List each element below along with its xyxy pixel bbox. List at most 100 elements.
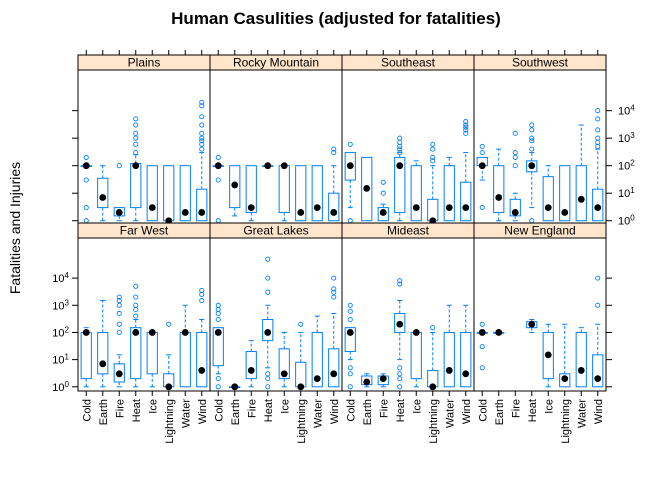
x-tick-label: Ice — [279, 399, 291, 414]
box-cold — [80, 327, 92, 388]
box-ice — [278, 331, 290, 388]
box-body — [229, 165, 241, 209]
outlier-point — [116, 310, 122, 317]
outlier-point — [265, 289, 271, 295]
median-dot — [528, 162, 536, 170]
outlier-point — [430, 325, 436, 331]
outlier-point — [529, 218, 535, 224]
outlier-point — [133, 141, 139, 147]
box-body — [262, 318, 274, 342]
box-body — [278, 165, 290, 213]
box-earth — [361, 373, 373, 388]
x-tick-label: Cold — [213, 399, 225, 422]
outlier-point — [199, 146, 205, 152]
x-tick-label: Wind — [329, 399, 341, 424]
outlier-point — [347, 218, 353, 224]
box-wind — [592, 108, 604, 222]
outlier-point — [166, 321, 172, 327]
outlier-point — [529, 127, 535, 133]
outlier-point — [397, 371, 403, 377]
outlier-point — [215, 316, 221, 323]
box-fire — [377, 373, 389, 388]
panel-southeast: Southeast — [341, 54, 475, 226]
box-heat — [394, 135, 406, 222]
outlier-point — [512, 163, 518, 169]
strip-label: New England — [504, 224, 575, 238]
outlier-point — [133, 283, 139, 289]
box-ice — [278, 162, 290, 222]
box-lightning — [427, 141, 439, 225]
outlier-point — [430, 141, 436, 147]
outlier-point — [199, 130, 205, 136]
outlier-point — [595, 302, 601, 308]
box-cold — [476, 143, 488, 211]
outlier-point — [397, 146, 403, 152]
x-tick-label: Ice — [147, 399, 159, 414]
x-tick-label: Heat — [395, 399, 407, 422]
box-body — [196, 188, 208, 222]
outlier-point — [331, 294, 337, 300]
box-body — [460, 331, 472, 388]
strip-label: Far West — [120, 224, 169, 238]
median-dot — [462, 204, 470, 212]
outlier-point — [595, 135, 601, 141]
outlier-point — [133, 306, 139, 313]
box-body — [328, 348, 340, 388]
outlier-point — [215, 154, 221, 160]
median-dot — [594, 375, 602, 383]
x-tick-label: Fire — [246, 399, 258, 418]
panel-rocky-mountain: Rocky Mountain — [209, 54, 343, 226]
median-dot — [115, 370, 123, 378]
outlier-point — [479, 205, 485, 211]
median-dot — [148, 329, 156, 336]
median-dot — [363, 184, 371, 192]
median-dot — [82, 329, 90, 336]
box-fire — [113, 294, 125, 388]
box-wind — [196, 99, 208, 222]
median-dot — [214, 329, 222, 336]
outlier-point — [595, 116, 601, 122]
box-water — [443, 304, 455, 388]
outlier-point — [116, 294, 122, 300]
box-ice — [542, 323, 554, 388]
box-body — [361, 156, 373, 222]
median-dot — [132, 162, 140, 170]
y-tick-label: 100 — [618, 214, 635, 228]
box-cold — [212, 302, 224, 390]
median-dot — [99, 194, 107, 201]
box-water — [179, 165, 191, 222]
outlier-point — [199, 135, 205, 141]
outlier-point — [479, 365, 485, 371]
outlier-point — [595, 127, 601, 133]
x-tick-label: Earth — [230, 399, 242, 425]
panels-layer: Plains Rocky Mountain Southeast Southwest Fa… — [77, 54, 607, 392]
outlier-point — [595, 143, 601, 150]
outlier-point — [265, 376, 271, 382]
outlier-point — [347, 308, 353, 314]
median-dot — [132, 329, 140, 336]
box-body — [113, 207, 125, 217]
median-dot — [561, 209, 569, 216]
outlier-point — [199, 138, 205, 144]
box-earth — [493, 148, 505, 222]
box-body — [394, 312, 406, 333]
box-cold — [476, 321, 488, 371]
box-water — [443, 156, 455, 222]
box-ice — [410, 160, 422, 222]
outlier-point — [529, 146, 535, 152]
y-tick-label: 104 — [52, 271, 69, 285]
outlier-point — [215, 218, 221, 224]
x-tick-label: Fire — [114, 399, 126, 418]
median-dot — [165, 217, 173, 225]
y-tick-label: 102 — [618, 159, 635, 173]
outlier-point — [133, 130, 139, 136]
box-body — [559, 373, 571, 388]
outlier-point — [116, 321, 122, 327]
median-dot — [594, 204, 602, 212]
x-tick-label: Lightning — [164, 399, 176, 444]
box-earth — [361, 156, 373, 222]
median-dot — [478, 162, 486, 170]
box-lightning — [295, 165, 307, 222]
panel-new-england: New England — [473, 222, 607, 392]
